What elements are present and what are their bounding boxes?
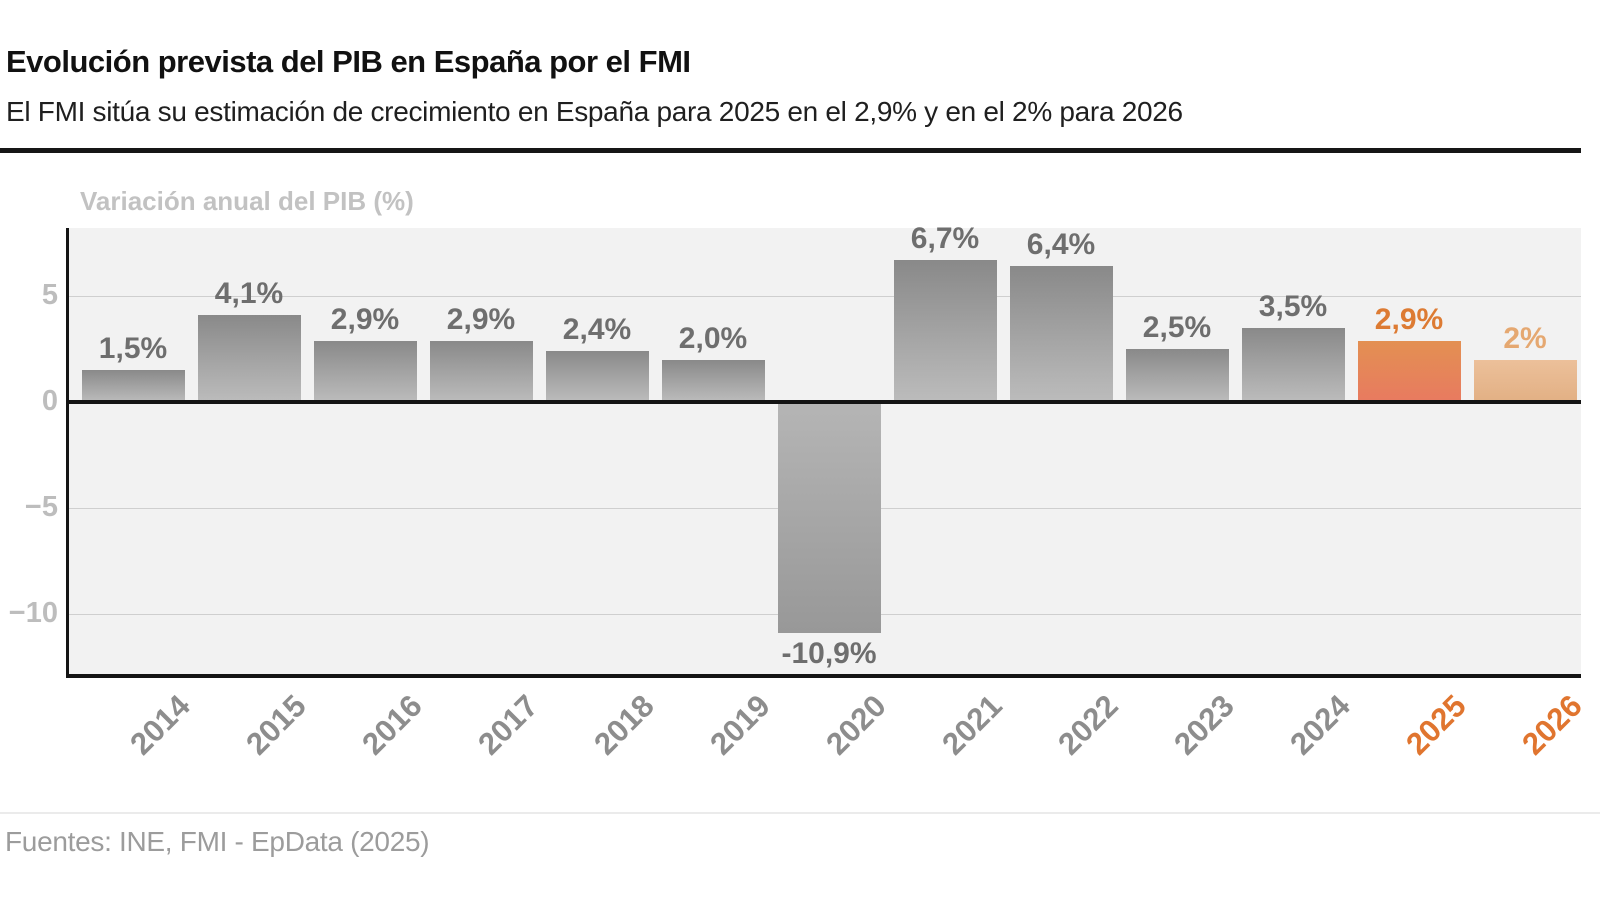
source-text: Fuentes: INE, FMI - EpData (2025) xyxy=(5,826,430,857)
bar-2014 xyxy=(82,370,185,402)
bar-2018 xyxy=(546,351,649,402)
ytick--10: −10 xyxy=(8,597,58,629)
value-label-2018: 2,4% xyxy=(562,313,632,346)
value-label-2022: 6,4% xyxy=(1026,228,1096,261)
bar-2015 xyxy=(198,315,301,402)
bar-2020 xyxy=(778,402,881,633)
value-label-2016: 2,9% xyxy=(330,303,400,336)
footer-divider xyxy=(0,812,1600,814)
ytick-0: 0 xyxy=(41,385,58,417)
zero-axis-line xyxy=(69,400,1581,404)
bar-2022 xyxy=(1010,266,1113,402)
chart-title: Evolución prevista del PIB en España por… xyxy=(6,44,691,79)
chart-subtitle: El FMI sitúa su estimación de crecimient… xyxy=(6,96,1183,127)
plot-area: 1,5% 4,1% 2,9% 2,9% 2,4% 2,0% -10,9% 6,7% 6,4% 2,… xyxy=(66,222,1581,678)
bar-2023 xyxy=(1126,349,1229,402)
bar-2016 xyxy=(314,341,417,402)
bar-2017 xyxy=(430,341,533,402)
value-label-2024: 3,5% xyxy=(1258,290,1328,323)
gridline-5 xyxy=(69,296,1581,297)
title-divider xyxy=(0,148,1581,153)
y-axis-title: Variación anual del PIB (%) xyxy=(80,186,414,216)
value-label-2015: 4,1% xyxy=(214,277,284,310)
value-label-2019: 2,0% xyxy=(678,322,748,355)
bar-2026 xyxy=(1474,360,1577,402)
bar-2019 xyxy=(662,360,765,402)
value-label-2026: 2% xyxy=(1503,322,1547,355)
value-label-2014: 1,5% xyxy=(98,332,168,365)
bar-2024 xyxy=(1242,328,1345,402)
ytick--5: −5 xyxy=(24,491,58,523)
bar-2025 xyxy=(1358,341,1461,402)
ytick-5: 5 xyxy=(41,279,58,311)
value-label-2017: 2,9% xyxy=(446,303,516,336)
value-label-2023: 2,5% xyxy=(1142,311,1212,344)
value-label-2025: 2,9% xyxy=(1374,303,1444,336)
bar-2021 xyxy=(894,260,997,402)
value-label-2021: 6,7% xyxy=(910,222,980,255)
value-label-2020: -10,9% xyxy=(781,637,877,670)
